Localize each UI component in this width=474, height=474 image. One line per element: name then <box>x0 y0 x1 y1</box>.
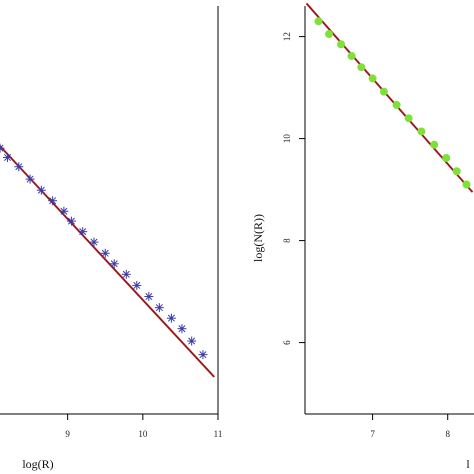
left-x-tick-label: 11 <box>214 429 223 439</box>
right-data-point <box>314 17 323 26</box>
left-data-point <box>177 324 187 334</box>
left-plot-x-axis-label: log(R) <box>22 457 53 471</box>
right-data-point <box>430 140 439 149</box>
left-data-point <box>36 185 46 195</box>
right-data-point <box>368 74 377 83</box>
left-data-point <box>100 248 110 258</box>
right-x-tick-label: 7 <box>370 429 375 439</box>
right-data-point <box>442 153 451 162</box>
left-data-point <box>59 206 69 216</box>
left-data-point <box>66 216 76 226</box>
right-y-tick-label: 6 <box>282 340 292 345</box>
right-data-point <box>452 167 461 176</box>
right-data-point <box>404 114 413 123</box>
left-data-point <box>187 336 197 346</box>
left-data-point <box>78 227 88 237</box>
left-data-point <box>89 237 99 247</box>
right-data-point <box>325 30 334 39</box>
left-data-point <box>3 152 13 162</box>
right-y-tick-label: 8 <box>282 238 292 243</box>
left-x-tick-label: 9 <box>65 429 70 439</box>
right-data-point <box>357 63 366 72</box>
left-data-point <box>144 292 154 302</box>
right-data-point <box>417 127 426 136</box>
left-data-point <box>132 280 142 290</box>
right-data-point <box>462 180 471 189</box>
right-x-tick-label: 8 <box>445 429 450 439</box>
left-x-tick-label: 10 <box>138 429 148 439</box>
left-data-point <box>0 143 5 153</box>
right-plot-y-axis-label: log(N(R)) <box>251 214 265 262</box>
left-data-point <box>48 196 58 206</box>
right-data-point <box>347 51 356 60</box>
right-data-point <box>392 100 401 109</box>
left-plot-panel: 9 10 11 log(R) <box>0 6 222 471</box>
right-data-point <box>379 87 388 96</box>
left-data-point <box>198 350 208 360</box>
right-data-point <box>337 40 346 49</box>
left-data-point <box>14 162 24 172</box>
right-y-tick-label: 12 <box>282 32 292 41</box>
right-plot-panel: 7 8 6 8 10 12 log(N(R)) l <box>251 2 474 471</box>
left-data-point <box>25 174 35 184</box>
left-data-point <box>154 303 164 313</box>
right-plot-x-axis-label: l <box>466 457 470 471</box>
right-y-tick-label: 10 <box>282 134 292 144</box>
left-data-point <box>109 259 119 269</box>
left-data-point <box>166 313 176 323</box>
left-data-point <box>121 269 131 279</box>
